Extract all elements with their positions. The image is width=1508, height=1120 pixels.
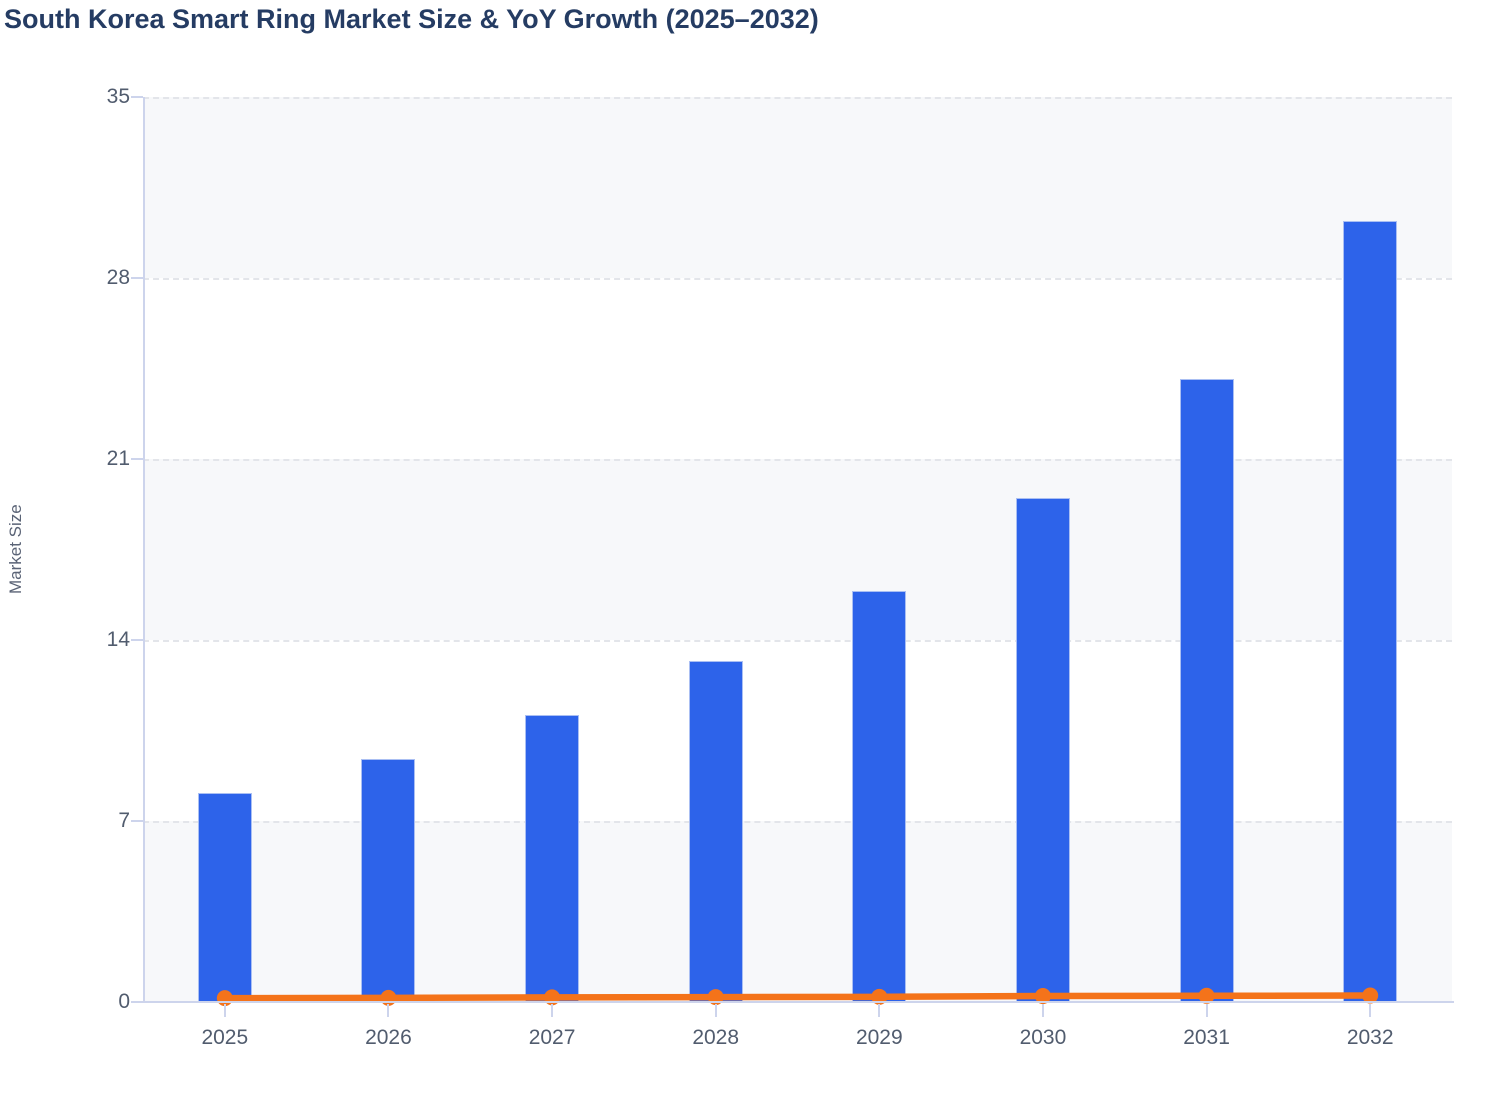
y-tick-label: 7 bbox=[118, 809, 130, 832]
y-axis-tick bbox=[131, 96, 143, 98]
y-axis-tick bbox=[131, 1001, 143, 1003]
y-tick-label: 14 bbox=[106, 628, 130, 651]
x-tick-label: 2028 bbox=[692, 1026, 740, 1049]
yoy-growth-line bbox=[221, 992, 1374, 1002]
x-tick-label: 2032 bbox=[1346, 1026, 1394, 1049]
yoy-growth-marker-2031[interactable] bbox=[1198, 987, 1215, 1004]
y-tick-label: 21 bbox=[106, 447, 130, 470]
y-tick-label: 0 bbox=[118, 990, 130, 1013]
yoy-growth-marker-2029[interactable] bbox=[871, 988, 888, 1005]
y-axis-tick bbox=[131, 277, 143, 279]
gridline bbox=[143, 278, 1452, 280]
yoy-growth-marker-2030[interactable] bbox=[1034, 988, 1051, 1005]
gridline bbox=[143, 821, 1452, 823]
plot-band bbox=[143, 97, 1452, 278]
y-axis-tick bbox=[131, 639, 143, 641]
y-axis-tick bbox=[131, 458, 143, 460]
x-tick-label: 2025 bbox=[201, 1026, 249, 1049]
plot-area bbox=[143, 97, 1452, 1007]
y-axis-title: Market Size bbox=[6, 504, 25, 595]
x-tick-label: 2030 bbox=[1019, 1026, 1067, 1049]
yoy-growth-line-layer bbox=[216, 987, 1379, 1007]
x-axis-tick bbox=[223, 1004, 226, 1017]
chart-title: South Korea Smart Ring Market Size & YoY… bbox=[4, 4, 819, 34]
plot-band bbox=[143, 821, 1452, 1002]
market-size-bar-2030[interactable] bbox=[1015, 497, 1070, 1002]
market-size-bar-2029[interactable] bbox=[852, 590, 907, 1002]
x-axis-tick bbox=[714, 1004, 717, 1017]
y-tick-label: 28 bbox=[106, 266, 130, 289]
x-tick-label: 2026 bbox=[365, 1026, 412, 1049]
x-axis-line bbox=[143, 1001, 1454, 1003]
x-tick-label: 2029 bbox=[855, 1026, 903, 1049]
y-axis-line bbox=[143, 97, 145, 1002]
x-axis-tick bbox=[1041, 1004, 1044, 1017]
x-tick-label: 2027 bbox=[528, 1026, 576, 1049]
gridline bbox=[143, 640, 1452, 642]
market-size-bar-2028[interactable] bbox=[688, 660, 743, 1002]
x-axis-tick bbox=[1205, 1004, 1208, 1017]
x-axis-tick bbox=[878, 1004, 881, 1017]
x-axis-tick bbox=[551, 1004, 554, 1017]
plot-band bbox=[143, 459, 1452, 640]
x-axis-tick bbox=[387, 1004, 390, 1017]
x-axis-tick bbox=[1369, 1004, 1372, 1017]
y-axis-tick bbox=[131, 820, 143, 822]
market-size-bar-2032[interactable] bbox=[1343, 221, 1398, 1002]
gridline bbox=[143, 97, 1452, 99]
market-size-bar-2027[interactable] bbox=[525, 715, 580, 1002]
market-size-bar-2026[interactable] bbox=[361, 758, 416, 1002]
market-size-bar-2031[interactable] bbox=[1179, 378, 1234, 1002]
x-tick-label: 2031 bbox=[1183, 1026, 1230, 1049]
y-tick-label: 35 bbox=[106, 85, 130, 108]
yoy-growth-marker-2032[interactable] bbox=[1362, 987, 1379, 1004]
gridline bbox=[143, 459, 1452, 461]
market-size-bar-2025[interactable] bbox=[197, 792, 252, 1002]
